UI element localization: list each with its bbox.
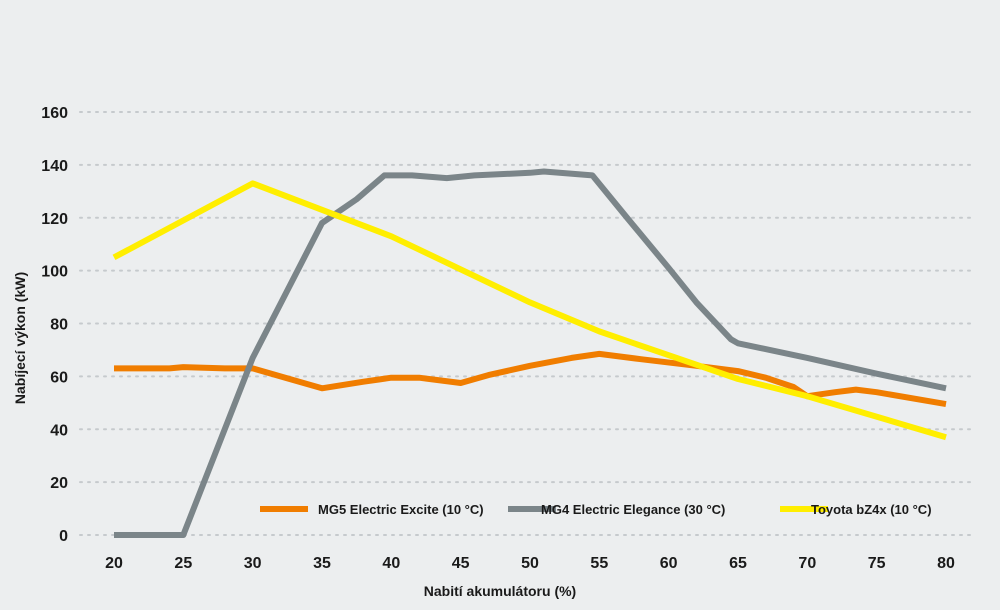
legend: MG5 Electric Excite (10 °C) MG4 Electric … — [260, 502, 932, 517]
y-tick-label: 100 — [41, 264, 68, 281]
y-axis-title: Nabíjecí výkon (kW) — [12, 272, 28, 404]
y-tick-label: 60 — [50, 369, 68, 386]
series-2 — [112, 180, 947, 441]
x-tick-label: 25 — [174, 555, 192, 572]
x-tick-label: 65 — [729, 555, 747, 572]
x-tick-label: 60 — [660, 555, 678, 572]
legend-label: MG4 Electric Elegance (30 °C) — [541, 502, 725, 517]
x-tick-label: 20 — [105, 555, 123, 572]
y-tick-label: 120 — [41, 211, 68, 228]
y-tick-label: 80 — [50, 317, 68, 334]
legend-item-2: Toyota bZ4x (10 °C) — [780, 502, 932, 517]
legend-item-1: MG4 Electric Elegance (30 °C) — [508, 502, 725, 517]
x-tick-label: 45 — [452, 555, 470, 572]
y-tick-label: 0 — [59, 528, 68, 545]
x-tick-label: 30 — [244, 555, 262, 572]
x-axis-title: Nabití akumulátoru (%) — [424, 583, 576, 599]
x-tick-label: 50 — [521, 555, 539, 572]
y-tick-label: 40 — [50, 422, 68, 439]
gridlines — [79, 111, 976, 536]
x-tick-label: 55 — [590, 555, 608, 572]
y-tick-label: 160 — [41, 105, 68, 122]
x-tick-labels: 20 25 30 35 40 45 50 55 60 65 70 75 80 — [105, 555, 955, 572]
x-tick-label: 40 — [382, 555, 400, 572]
x-tick-label: 80 — [937, 555, 955, 572]
series-line-2 — [112, 180, 947, 441]
legend-label: MG5 Electric Excite (10 °C) — [318, 502, 484, 517]
series-1 — [113, 168, 947, 538]
y-tick-label: 140 — [41, 158, 68, 175]
series-line-1 — [114, 168, 947, 538]
x-tick-label: 75 — [868, 555, 886, 572]
x-tick-label: 70 — [798, 555, 816, 572]
x-tick-label: 35 — [313, 555, 331, 572]
legend-label: Toyota bZ4x (10 °C) — [811, 502, 932, 517]
series-lines — [112, 168, 947, 538]
y-tick-labels: 0 20 40 60 80 100 120 140 160 — [41, 105, 68, 545]
legend-item-0: MG5 Electric Excite (10 °C) — [260, 502, 484, 517]
y-tick-label: 20 — [50, 475, 68, 492]
